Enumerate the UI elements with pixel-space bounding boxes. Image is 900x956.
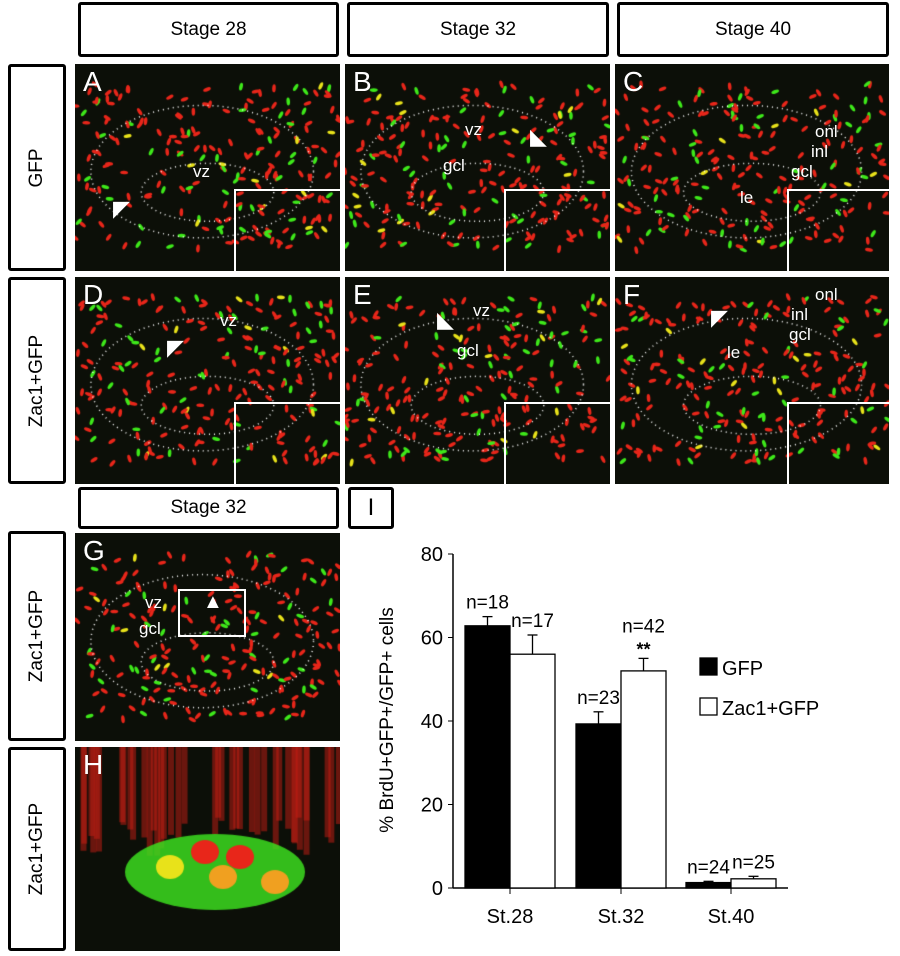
bar-chart: 0 20 40 60 80 St.28 St.32 St.40 n=18n=17 n=23 n=42…	[377, 544, 819, 928]
legend-swatch	[699, 697, 718, 716]
bar-gfp	[685, 881, 732, 889]
panel-letter: G	[83, 535, 105, 566]
zoom-box	[178, 589, 246, 637]
micrograph-h: H	[75, 747, 340, 951]
label-gcl: gcl	[789, 325, 811, 344]
row-label-zac1-gfp: Zac1+GFP	[8, 277, 66, 484]
arrowhead-icon: ▲	[203, 591, 223, 613]
micrograph-f: F onl inl gcl le ◤	[615, 277, 889, 484]
label-onl: onl	[815, 122, 838, 141]
y-tick-label: 40	[421, 711, 443, 733]
panel-letter: E	[353, 279, 372, 310]
label-gcl: gcl	[443, 156, 465, 175]
inset	[787, 189, 889, 271]
panel-i-label: I	[348, 487, 394, 529]
bar-zac1-gfp	[730, 878, 777, 889]
inset	[504, 402, 610, 484]
row-label-zac1-gfp-g: Zac1+GFP	[8, 531, 66, 741]
header-stage-40: Stage 40	[617, 2, 889, 57]
x-tick-label: St.32	[598, 906, 645, 928]
legend-swatch	[699, 657, 718, 676]
n-label: n=17	[511, 611, 554, 632]
y-tick-label: 0	[432, 878, 443, 900]
panel-letter: H	[83, 749, 104, 780]
label-vz: vz	[473, 301, 490, 320]
panel-letter: B	[353, 66, 372, 97]
label-le: le	[740, 188, 754, 207]
micrograph-e: E vz gcl ◣	[345, 277, 610, 484]
y-tick-label: 80	[421, 544, 443, 566]
n-label: n=18	[466, 593, 509, 614]
micrograph-d: D vz ◤	[75, 277, 340, 484]
y-tick-label: 20	[421, 795, 443, 817]
significance-label: **	[636, 639, 650, 659]
label-gcl: gcl	[791, 162, 813, 181]
x-tick-label: St.40	[708, 906, 755, 928]
legend-label: Zac1+GFP	[722, 698, 819, 720]
bar-zac1-gfp	[509, 653, 556, 889]
label-gcl: gcl	[139, 619, 161, 638]
bar-gfp	[464, 625, 511, 889]
panel-letter: C	[623, 66, 644, 97]
inset	[787, 402, 889, 484]
row-label-text: Zac1+GFP	[26, 589, 47, 683]
label-onl: onl	[815, 285, 838, 304]
y-tick-label: 60	[421, 628, 443, 650]
label-inl: inl	[791, 305, 809, 324]
inset	[504, 189, 610, 271]
row-label-text: Zac1+GFP	[26, 802, 47, 896]
bar-gfp	[575, 723, 622, 889]
bar-zac1-gfp	[620, 670, 667, 889]
header-stage-32-lower: Stage 32	[78, 487, 339, 529]
inset	[234, 189, 340, 271]
row-label-text: Zac1+GFP	[26, 334, 47, 427]
n-label: n=25	[732, 852, 775, 873]
arrowhead-icon: ◤	[113, 196, 130, 221]
label-gcl: gcl	[457, 341, 479, 360]
micrograph-g: G vz gcl ▲	[75, 533, 340, 741]
label-le: le	[727, 343, 741, 362]
n-label: n=23	[577, 688, 620, 709]
inset	[234, 402, 340, 484]
row-label-zac1-gfp-h: Zac1+GFP	[8, 747, 66, 951]
panel-letter: D	[83, 279, 104, 310]
label-vz: vz	[193, 162, 210, 181]
arrowhead-icon: ◣	[530, 124, 547, 149]
row-label-text: GFP	[26, 147, 47, 188]
arrowhead-icon: ◣	[437, 307, 454, 332]
label-vz: vz	[145, 593, 162, 612]
header-stage-28: Stage 28	[78, 2, 339, 57]
micrograph-a: A vz ◤	[75, 64, 340, 271]
label-vz: vz	[465, 120, 482, 139]
header-stage-32: Stage 32	[347, 2, 609, 57]
panel-letter: F	[623, 279, 641, 310]
micrograph-b: B vz gcl ◣	[345, 64, 610, 271]
n-label: n=24	[687, 857, 730, 878]
label-inl: inl	[811, 142, 829, 161]
legend-label: GFP	[722, 658, 763, 680]
arrowhead-icon: ◤	[711, 305, 728, 330]
label-vz: vz	[220, 311, 237, 330]
row-label-gfp: GFP	[8, 64, 66, 271]
arrowhead-icon: ◤	[167, 335, 184, 360]
panel-letter: A	[83, 66, 102, 97]
micrograph-c: C onl inl gcl le	[615, 64, 889, 271]
n-label: n=42	[622, 616, 665, 637]
x-tick-label: St.28	[487, 906, 534, 928]
y-axis-label: % BrdU+GFP+/GFP+ cells	[377, 607, 398, 832]
